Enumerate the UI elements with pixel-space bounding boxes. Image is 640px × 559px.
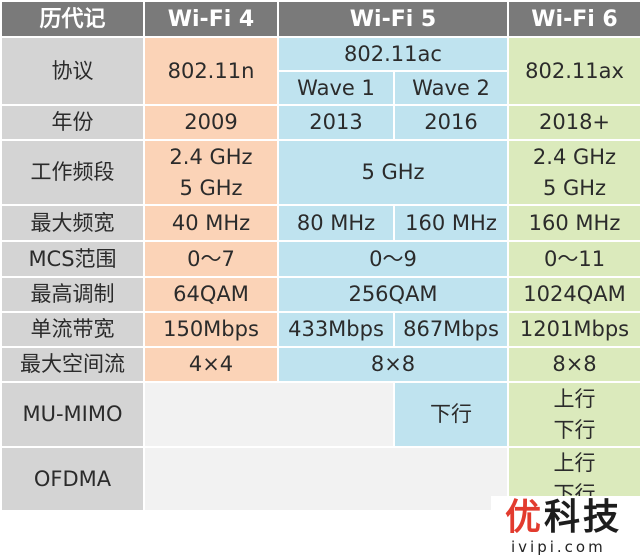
mu-mimo-wave2: 下行: [392, 381, 510, 448]
row-band: 工作频段 2.4 GHz 5 GHz 5 GHz 2.4 GHz 5 GHz: [0, 139, 640, 206]
row-protocol-waves: Wave 1 Wave 2: [1, 70, 640, 106]
header-wifi5: Wi-Fi 5: [276, 0, 510, 38]
label-modulation: 最高调制: [0, 276, 145, 313]
row-ofdma: OFDMA 上行 下行: [0, 446, 640, 512]
band-wifi6-line1: 2.4 GHz: [532, 144, 617, 169]
label-year: 年份: [0, 104, 145, 141]
label-ofdma: OFDMA: [0, 446, 145, 512]
bandwidth-wave2: 160 MHz: [392, 204, 510, 242]
label-band: 工作频段: [0, 139, 145, 206]
row-streams: 最大空间流 4×4 8×8 8×8: [0, 346, 640, 383]
modulation-wifi5: 256QAM: [276, 276, 510, 313]
stream-rate-wifi4: 150Mbps: [143, 311, 279, 348]
watermark-subtitle: ivipi.com: [511, 538, 606, 556]
protocol-wave2: Wave 2: [392, 70, 510, 106]
band-wifi4-line2: 5 GHz: [179, 175, 243, 200]
header-row: 历代记 Wi-Fi 4 Wi-Fi 5 Wi-Fi 6: [0, 0, 640, 38]
band-wifi6-line2: 5 GHz: [542, 175, 607, 200]
row-mu-mimo: MU-MIMO 下行 上行 下行: [0, 381, 640, 448]
protocol-wifi5: 802.11ac: [276, 36, 510, 72]
label-streams: 最大空间流: [0, 346, 145, 383]
year-wifi6: 2018+: [507, 104, 640, 141]
label-stream-rate: 单流带宽: [0, 311, 145, 348]
streams-wifi5: 8×8: [276, 346, 510, 383]
year-wave1: 2013: [277, 104, 395, 141]
band-wifi4-line1: 2.4 GHz: [169, 144, 253, 169]
watermark-title-first: 优: [505, 497, 545, 538]
streams-wifi6: 8×8: [507, 346, 640, 383]
band-wifi5: 5 GHz: [276, 139, 510, 206]
streams-wifi4: 4×4: [143, 346, 279, 383]
year-wifi4: 2009: [143, 104, 279, 141]
row-bandwidth: 最大频宽 40 MHz 80 MHz 160 MHz 160 MHz: [0, 204, 640, 242]
label-mu-mimo: MU-MIMO: [0, 381, 145, 448]
row-modulation: 最高调制 64QAM 256QAM 1024QAM: [0, 276, 640, 313]
watermark-title-rest: 科技: [544, 497, 623, 538]
mcs-wifi6: 0～11: [507, 240, 640, 278]
protocol-wave1: Wave 1: [277, 70, 395, 106]
label-bandwidth: 最大频宽: [0, 204, 145, 242]
ofdma-empty: [142, 446, 510, 512]
header-wifi4: Wi-Fi 4: [143, 0, 279, 38]
wifi-comparison-table: 历代记 Wi-Fi 4 Wi-Fi 5 Wi-Fi 6 协议 802.11n 8…: [0, 0, 640, 512]
row-mcs: MCS范围 0～7 0～9 0～11: [0, 240, 640, 278]
protocol-wifi6: 802.11ax: [507, 36, 640, 106]
mu-mimo-wifi6-line1: 上行: [553, 386, 596, 411]
year-wave2: 2016: [392, 104, 510, 141]
ofdma-wifi6-line1: 上行: [553, 451, 596, 475]
mu-mimo-empty: [143, 381, 395, 448]
bandwidth-wave1: 80 MHz: [277, 204, 395, 242]
watermark-title: 优科技: [505, 496, 622, 540]
stream-rate-wave2: 867Mbps: [392, 311, 510, 348]
modulation-wifi6: 1024QAM: [507, 276, 640, 313]
mu-mimo-wifi6: 上行 下行: [507, 381, 640, 448]
mu-mimo-wifi6-line2: 下行: [553, 417, 596, 442]
header-history: 历代记: [0, 0, 145, 38]
mcs-wifi4: 0～7: [143, 240, 279, 278]
band-wifi4: 2.4 GHz 5 GHz: [143, 139, 279, 206]
modulation-wifi4: 64QAM: [143, 276, 279, 313]
watermark-logo: 优科技 ivipi.com: [491, 496, 640, 559]
header-wifi6: Wi-Fi 6: [507, 0, 640, 38]
stream-rate-wifi6: 1201Mbps: [507, 311, 640, 348]
mcs-wifi5: 0～9: [276, 240, 510, 278]
bandwidth-wifi4: 40 MHz: [143, 204, 279, 242]
row-year: 年份 2009 2013 2016 2018+: [0, 104, 640, 141]
bandwidth-wifi6: 160 MHz: [507, 204, 640, 242]
label-protocol: 协议: [0, 36, 145, 106]
row-protocol: 协议 802.11n 802.11ac 802.11ax: [0, 36, 640, 106]
band-wifi6: 2.4 GHz 5 GHz: [507, 139, 640, 206]
row-stream-rate: 单流带宽 150Mbps 433Mbps 867Mbps 1201Mbps: [0, 311, 640, 348]
label-mcs: MCS范围: [0, 240, 145, 278]
stream-rate-wave1: 433Mbps: [277, 311, 395, 348]
protocol-wifi4: 802.11n: [143, 36, 279, 106]
